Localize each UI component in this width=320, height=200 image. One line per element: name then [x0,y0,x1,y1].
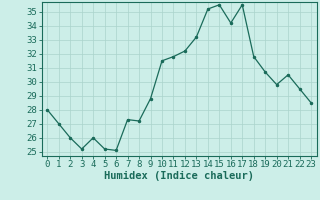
X-axis label: Humidex (Indice chaleur): Humidex (Indice chaleur) [104,171,254,181]
